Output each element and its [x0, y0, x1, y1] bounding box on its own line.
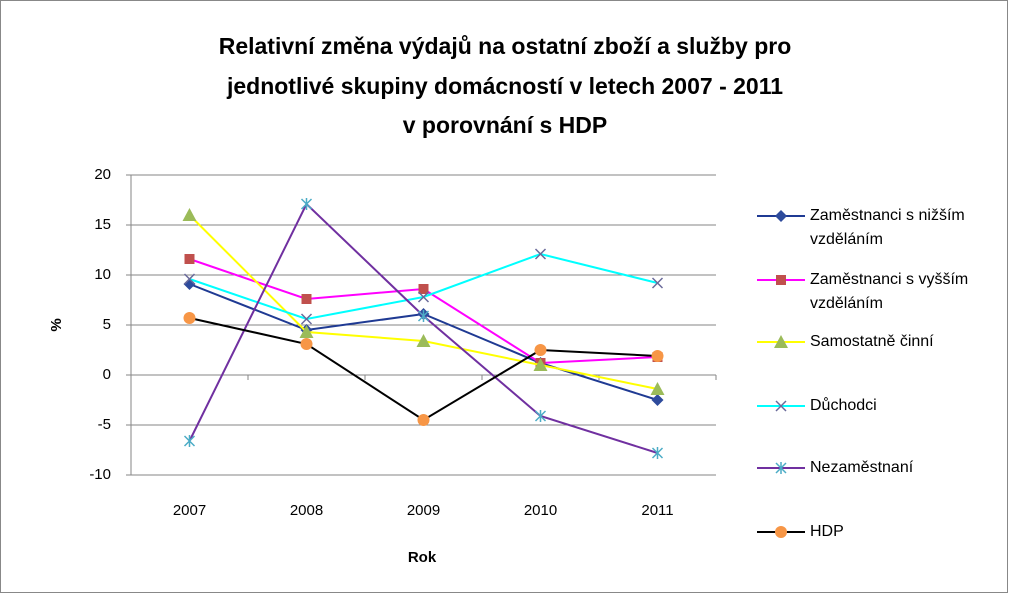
chart-title: jednotlivé skupiny domácností v letech 2…: [226, 73, 783, 99]
series: [183, 248, 664, 325]
marker: [300, 198, 313, 210]
chart-title: Relativní změna výdajů na ostatní zboží …: [219, 33, 792, 59]
y-tick-label: 10: [94, 266, 111, 283]
marker: [300, 338, 313, 350]
marker: [651, 447, 664, 459]
marker: [416, 334, 431, 347]
marker: [534, 248, 547, 260]
x-tick-label: 2009: [407, 502, 440, 519]
marker: [184, 254, 195, 264]
y-tick-label: 5: [103, 316, 111, 333]
legend-marker: [775, 526, 787, 538]
y-tick-label: 0: [103, 366, 111, 383]
series: [182, 208, 665, 395]
legend-label: Nezaměstnaní: [810, 459, 914, 476]
legend-label: Důchodci: [810, 397, 877, 414]
x-tick-label: 2007: [173, 502, 206, 519]
marker: [651, 277, 664, 289]
marker: [300, 313, 313, 325]
marker: [299, 325, 314, 338]
marker: [650, 382, 665, 395]
x-axis-label: Rok: [408, 549, 437, 566]
marker: [183, 435, 196, 447]
legend-label: Samostatně činní: [810, 333, 934, 350]
legend-marker: [775, 462, 787, 474]
legend-marker: [775, 210, 787, 222]
marker: [417, 291, 430, 303]
legend-label: Zaměstnanci s nižším vzděláním: [810, 207, 965, 248]
x-tick-label: 2008: [290, 502, 323, 519]
marker: [417, 414, 430, 426]
marker: [533, 358, 548, 371]
series: [183, 198, 664, 459]
marker: [417, 310, 430, 322]
y-tick-label: 20: [94, 166, 111, 183]
x-tick-label: 2010: [524, 502, 557, 519]
y-tick-label: -10: [89, 466, 111, 483]
legend-marker: [775, 400, 787, 412]
marker: [418, 284, 429, 294]
marker: [534, 410, 547, 422]
legend-marker: [776, 275, 786, 285]
legend-marker: [774, 335, 788, 348]
marker: [182, 208, 197, 221]
legend-label: HDP: [810, 523, 844, 540]
marker: [301, 294, 312, 304]
marker: [183, 273, 196, 285]
y-tick-label: 15: [94, 216, 111, 233]
marker: [534, 344, 547, 356]
chart-title: v porovnání s HDP: [403, 112, 607, 138]
y-axis-label: %: [48, 318, 65, 331]
y-tick-label: -5: [98, 416, 111, 433]
marker: [651, 394, 664, 406]
x-tick-label: 2011: [641, 502, 673, 519]
marker: [183, 312, 196, 324]
legend-label: Zaměstnanci s vyšším vzděláním: [810, 271, 969, 312]
series: [183, 312, 664, 426]
marker: [651, 350, 664, 362]
